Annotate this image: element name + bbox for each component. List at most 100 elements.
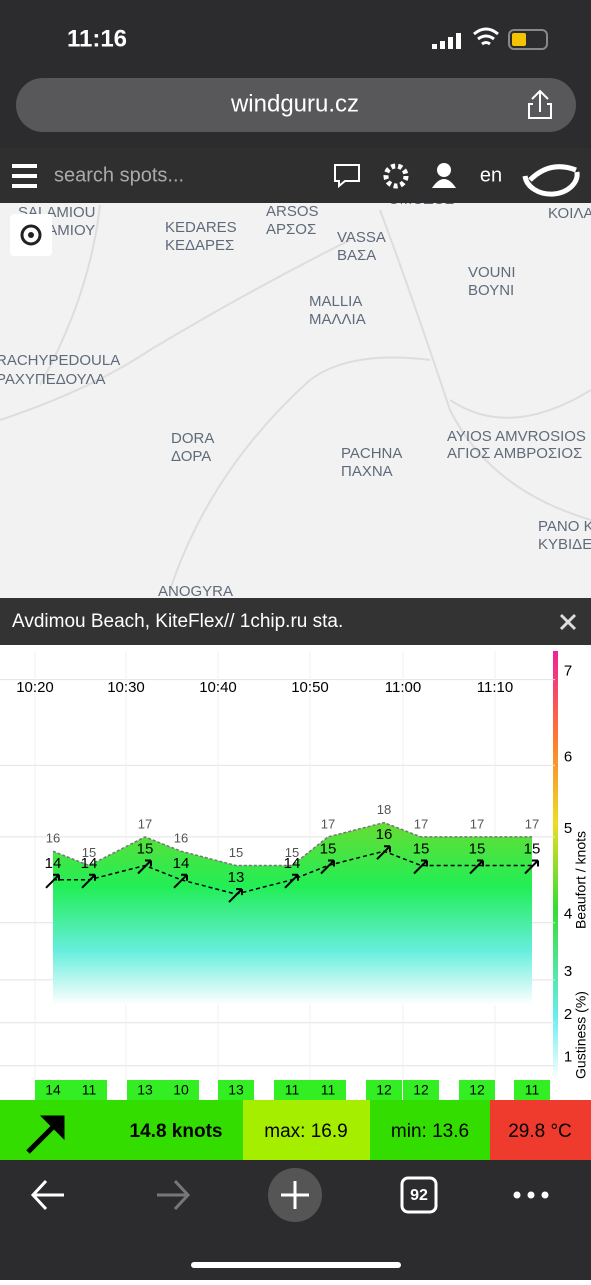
gustiness-label: 10 [173,1082,189,1098]
plus-icon [281,1181,309,1209]
x-tick-label: 10:50 [291,679,329,696]
map-label: AYIOS AMVROSIOS [447,428,586,445]
wind-arrow [524,859,539,875]
speed: 14.8 knots [130,1121,223,1142]
battery-level [512,33,526,46]
gust-label: 17 [138,816,152,831]
wifi-icon [473,27,499,46]
max-cell [243,1100,370,1160]
y-axis-label: Beaufort / knots [573,831,589,929]
roads [0,204,591,591]
gustiness-cell [274,1080,310,1100]
user-button[interactable] [432,163,456,188]
gustiness-label: 11 [82,1082,97,1098]
speed-cell [0,1100,243,1160]
wind-label: 15 [320,840,337,857]
map-label: ΔΟΡΑ [171,448,211,465]
wind-label: 14 [81,855,98,872]
gustiness-cell [163,1080,199,1100]
map-label: PANO KYVIDES [538,518,591,535]
battery [508,29,548,50]
gustiness-cell [35,1080,71,1100]
gustiness-cell [514,1080,550,1100]
back-button[interactable] [30,1179,64,1211]
wind-arrow [45,873,60,889]
share-button[interactable] [528,89,552,119]
wind-arrow [81,873,96,889]
temperature: 29.8 °C [508,1121,572,1142]
url-bar[interactable] [16,78,576,132]
map-label: ΚΥΒΙΔΕΣ [538,536,591,553]
beaufort-bar [553,651,558,1080]
gust-label: 17 [525,816,539,831]
map-label: ΚΟΙΛΑ [548,205,591,222]
map-label: ANOGYRA [158,583,233,600]
map-label: ΚΕΔΑΡΕΣ [165,237,234,254]
gust-label: 17 [414,816,428,831]
y-tick-label: 3 [564,963,572,980]
gustiness-cell [459,1080,495,1100]
locate-icon [20,224,42,246]
language[interactable]: en [480,164,502,186]
gustiness-cell [366,1080,402,1100]
more-button[interactable] [513,1191,549,1199]
logo[interactable] [522,164,580,197]
map-label: ΒΑΣΑ [337,247,376,264]
gustiness-label: 12 [376,1082,392,1098]
gustiness-cell [403,1080,439,1100]
wind-label: 13 [228,869,245,886]
gustiness-cell [218,1080,254,1100]
wind-label: 14 [284,855,301,872]
gust-label: 17 [470,816,484,831]
nav-bar [0,148,591,203]
map-label: ARSOS [266,203,319,220]
gust-label: 15 [229,845,243,860]
map-label: VOUNI [468,264,516,281]
tabs-button[interactable] [400,1176,438,1214]
gust-label: 16 [174,831,188,846]
wind-label: 15 [524,840,541,857]
y-tick-label: 6 [564,748,572,765]
menu-button[interactable] [12,164,37,188]
gust-label: 17 [321,816,335,831]
settings-button[interactable] [383,163,409,189]
search-input[interactable]: search spots... [54,164,184,186]
min: min: 13.6 [391,1121,469,1142]
map-label: RACHYPEDOULA [0,352,120,369]
wind-label: 14 [45,855,62,872]
map-label: ΑΓΙΟΣ ΑΜΒΡΟΣΙΟΣ [447,445,582,462]
map-label: ΡΑΧΥΠΕΔΟΥΛΑ [0,371,106,388]
map-label: PACHNA [341,445,402,462]
clock: 11:16 [67,25,127,52]
map-label: ΑΡΣΟΣ [266,221,316,238]
chat-button[interactable] [334,164,360,189]
y-tick-label: 7 [564,663,572,680]
gust-area [53,822,532,1005]
wind-label: 15 [137,840,154,857]
x-tick-label: 11:10 [477,679,513,696]
wind-label: 15 [413,840,430,857]
spot-title: Avdimou Beach, KiteFlex// 1chip.ru sta. [12,611,343,632]
gustiness-cell [71,1080,107,1100]
close-button[interactable] [559,613,577,631]
x-tick-label: 11:00 [385,679,421,696]
wind-label: 14 [173,855,190,872]
map-label: ΟΜΟΔΟΣ [388,191,454,208]
gustiness-label: 11 [285,1082,300,1098]
map-label: VASSA [337,229,386,246]
max: max: 16.9 [264,1121,347,1142]
gust-label: 15 [82,845,96,860]
x-tick-label: 10:20 [16,679,54,696]
forward-button[interactable] [157,1179,191,1211]
wind-arrow [284,873,299,889]
wind-arrow [320,859,335,875]
spot-title-bar [0,598,591,645]
gust-label: 16 [46,831,60,846]
gust-label: 18 [377,802,391,817]
gustiness-label: 11 [525,1082,540,1098]
x-tick-label: 10:30 [107,679,145,696]
